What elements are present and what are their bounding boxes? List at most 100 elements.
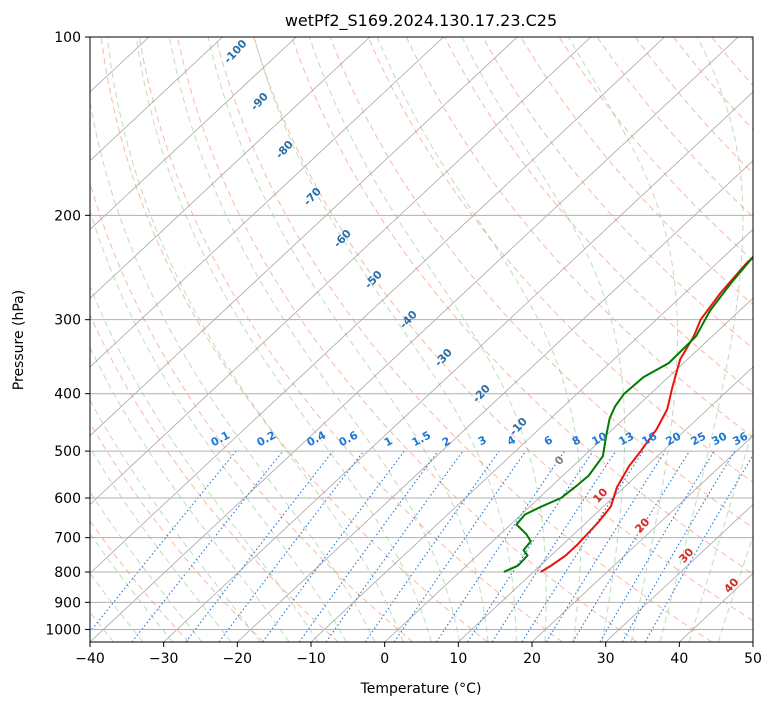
line-annotations: -100-90-80-70-60-50-40-30-20-10010203040… (209, 37, 751, 596)
dry-adiabat-label: -30 (432, 346, 455, 370)
mixing-ratio-line (298, 450, 439, 642)
x-axis-label: Temperature (°C) (360, 681, 482, 697)
profile-series (503, 255, 753, 573)
isotherm-line (752, 641, 753, 642)
y-tick-label: 1000 (45, 622, 81, 638)
mixing-ratio-line (325, 450, 464, 642)
moist-adiabat-line (461, 37, 626, 642)
y-tick-label: 300 (54, 313, 81, 329)
mixing-ratio-lines (90, 450, 753, 642)
dry-adiabat-label: -70 (301, 185, 324, 209)
moist-adiabat-line (106, 37, 404, 642)
mixing-ratio-label: 2 (440, 434, 453, 449)
dry-adiabat-line (90, 422, 264, 642)
dry-adiabat-line (520, 37, 753, 306)
moist-adiabat-line (688, 427, 753, 642)
dry-adiabat-label: 30 (676, 545, 696, 565)
mixing-ratio-line (393, 450, 527, 642)
mixing-ratio-label: 25 (689, 430, 709, 449)
mixing-ratio-label: 30 (710, 429, 730, 448)
isotherm-line (163, 91, 753, 642)
plot-area: -100-90-80-70-60-50-40-30-20-10010203040… (0, 37, 753, 642)
moist-adiabat-line (90, 99, 376, 642)
moist-adiabat-line (90, 346, 290, 642)
dry-adiabat-label: -100 (221, 37, 250, 66)
dry-adiabat-line (215, 37, 712, 642)
dry-adiabat-label: -50 (362, 268, 385, 292)
dry-adiabat-line (711, 37, 753, 87)
y-tick-label: 700 (54, 531, 81, 547)
y-tick-label: 400 (54, 387, 81, 403)
moist-adiabat-line (90, 285, 319, 642)
isotherm-line (90, 37, 223, 162)
mixing-ratio-line (621, 450, 736, 642)
x-tick-label: −30 (149, 651, 179, 667)
plot-frame (89, 36, 754, 643)
mixing-ratio-label: 36 (731, 429, 751, 448)
mixing-ratio-label: 6 (542, 433, 555, 448)
dry-adiabat-label: -20 (470, 382, 493, 406)
mixing-ratio-label: 0.4 (305, 428, 329, 449)
mixing-ratio-line (90, 450, 237, 633)
moist-adiabat-line (253, 37, 517, 642)
y-tick-label: 100 (54, 30, 81, 46)
dry-adiabat-label: -40 (397, 308, 420, 332)
y-axis-ticks: 100 200 300 400 500 600 700 800 900 1000 (45, 30, 90, 638)
isotherm-line (531, 435, 753, 642)
isotherm-line (0, 37, 2, 642)
x-tick-label: 50 (744, 651, 762, 667)
mixing-ratio-line (545, 450, 666, 642)
isotherm-line (90, 37, 592, 506)
isotherms (0, 37, 753, 642)
dry-adiabat-line (634, 37, 753, 174)
moist-adiabat-line (90, 572, 144, 642)
mixing-ratio-label: 16 (640, 429, 660, 448)
dry-adiabat-line (291, 37, 753, 575)
moist-adiabat-line (717, 535, 753, 642)
mixing-ratio-label: 3 (476, 433, 489, 448)
x-tick-label: 30 (597, 651, 615, 667)
moist-adiabat-line (135, 37, 432, 642)
y-tick-label: 200 (54, 208, 81, 224)
x-axis-ticks: −40 −30 −20 −10 0 10 20 30 40 50 (75, 642, 762, 667)
dry-adiabat-line (90, 181, 414, 642)
mixing-ratio-label: 0.2 (255, 429, 278, 450)
isotherm-line (90, 37, 297, 231)
x-tick-label: 0 (380, 651, 389, 667)
dry-adiabat-line (405, 37, 753, 438)
moist-adiabat-line (567, 37, 678, 642)
dry-adiabat-label: -80 (273, 138, 296, 162)
mixing-ratio-line (364, 450, 500, 642)
x-tick-label: −20 (223, 651, 253, 667)
dry-adiabat-label: -90 (248, 90, 271, 114)
chart-title: wetPf2_S169.2024.130.17.23.C25 (285, 11, 557, 31)
isotherm-line (90, 37, 371, 299)
isotherm-line (605, 503, 753, 642)
x-tick-label: 20 (523, 651, 541, 667)
isotherm-line (90, 37, 665, 574)
mixing-ratio-line (572, 450, 690, 642)
dry-adiabat-line (100, 37, 488, 642)
x-tick-label: −40 (75, 651, 105, 667)
x-tick-label: −10 (296, 651, 326, 667)
mixing-ratio-line (435, 450, 565, 642)
dry-adiabats (90, 37, 753, 642)
moist-adiabat-line (90, 399, 261, 642)
mixing-ratio-label: 20 (664, 429, 684, 448)
pressure-gridlines (90, 37, 753, 630)
mixing-ratio-line (218, 450, 365, 642)
mixing-ratio-label: 13 (617, 430, 637, 449)
moist-adiabat-line (659, 37, 744, 642)
y-tick-label: 600 (54, 491, 81, 507)
y-tick-label: 800 (54, 565, 81, 581)
moist-adiabats (90, 37, 753, 642)
moist-adiabat-line (90, 446, 232, 642)
isotherm-line (90, 37, 518, 437)
x-tick-label: 40 (670, 651, 688, 667)
mixing-ratio-line (599, 450, 715, 642)
moist-adiabat-line (90, 491, 203, 642)
isotherm-line (237, 160, 753, 642)
mixing-ratio-line (491, 450, 617, 642)
dry-adiabat-label: 40 (721, 575, 741, 595)
